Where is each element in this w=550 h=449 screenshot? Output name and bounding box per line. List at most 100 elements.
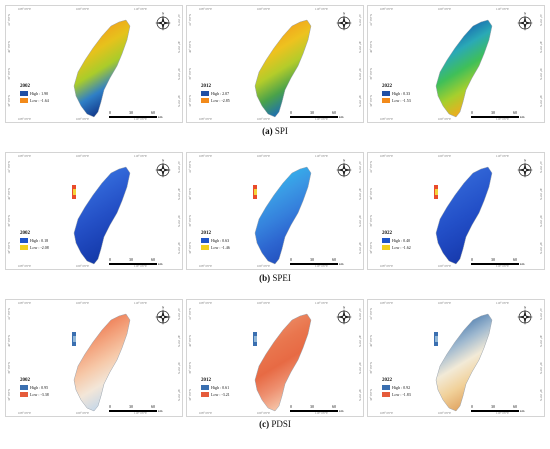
legend-low: Low : -1.83 (382, 392, 411, 397)
legend-swatch (382, 385, 390, 390)
lake-patch (434, 185, 438, 199)
coordinate-tick: 41° 0'0"N (539, 14, 543, 26)
coordinate-tick: 110° 0'0"E (315, 117, 328, 121)
coordinate-tick: 110° 0'0"E (134, 117, 147, 121)
legend-high: High : 0.33 (382, 91, 410, 96)
coordinate-tick: 39° 0'0"N (539, 68, 543, 80)
compass-label: N (162, 159, 165, 163)
compass-label: N (162, 12, 165, 16)
coordinate-tick: 38° 0'0"N (177, 389, 181, 401)
row-caption: (a) SPI (0, 126, 550, 136)
map-panel-pdsi-0: 108° 0'0"E 109° 0'0"E 110° 0'0"E 108° 0'0"E… (5, 299, 183, 417)
legend-high-value: High : 0.61 (211, 385, 230, 390)
coordinate-tick: 40° 0'0"N (358, 188, 362, 200)
caption-letter: (c) (259, 419, 270, 429)
legend-low: Low : -3.38 (20, 392, 49, 397)
index-raster-region (254, 19, 312, 118)
legend-swatch (20, 392, 28, 397)
legend-low-value: Low : -2.08 (30, 245, 49, 250)
legend-swatch (20, 385, 28, 390)
index-raster-region (254, 313, 312, 412)
legend-swatch (20, 98, 28, 103)
legend-high: High : 0.63 (201, 238, 229, 243)
coordinate-tick: 41° 0'0"N (358, 14, 362, 26)
coordinate-tick: 40° 0'0"N (358, 41, 362, 53)
legend-swatch (382, 245, 390, 250)
scale-bar: 0 30 60 km (290, 257, 344, 268)
map-svg (73, 19, 131, 118)
coordinate-tick: 109° 0'0"E (438, 411, 452, 415)
legend-high-value: High : 0.33 (392, 91, 411, 96)
row-caption: (c) PDSI (0, 419, 550, 429)
scale-bar-label: 30 (310, 257, 314, 262)
lake-patch (434, 332, 438, 346)
coordinate-tick: 110° 0'0"E (496, 264, 509, 268)
coordinate-tick: 109° 0'0"E (438, 7, 452, 11)
legend-high-value: High : 0.95 (30, 385, 49, 390)
coordinate-tick: 40° 0'0"N (539, 188, 543, 200)
scale-bar-label: 30 (129, 110, 133, 115)
coordinate-tick: 110° 0'0"E (134, 154, 147, 158)
coordinate-tick: 39° 0'0"N (177, 68, 181, 80)
scale-bar-unit: km (158, 115, 163, 119)
legend-swatch (20, 238, 28, 243)
scale-bar-label: 60 (332, 257, 336, 262)
scale-bar: 0 30 60 km (471, 257, 525, 268)
map-svg (72, 166, 131, 265)
legend-swatch (201, 392, 209, 397)
coordinate-tick: 109° 0'0"E (257, 7, 271, 11)
coordinate-tick: 108° 0'0"E (199, 411, 213, 415)
year-label: 2022 (382, 231, 392, 236)
coordinate-tick: 108° 0'0"E (380, 301, 394, 305)
legend-low-value: Low : -1.64 (30, 98, 49, 103)
coordinate-tick: 110° 0'0"E (496, 7, 509, 11)
map-panel-spei-0: 108° 0'0"E 109° 0'0"E 110° 0'0"E 108° 0'0"E… (5, 152, 183, 270)
legend-low-value: Low : -1.62 (392, 245, 411, 250)
scale-bar-unit: km (520, 115, 525, 119)
coordinate-tick: 41° 0'0"N (539, 308, 543, 320)
index-raster-region (435, 19, 493, 118)
scale-bar-line (290, 116, 338, 118)
coordinate-tick: 108° 0'0"E (199, 264, 213, 268)
coordinate-tick: 109° 0'0"E (76, 264, 90, 268)
coordinate-tick: 39° 0'0"N (358, 68, 362, 80)
legend-low-value: Low : -1.83 (392, 392, 411, 397)
map-svg (253, 313, 312, 412)
scale-bar-label: 30 (310, 404, 314, 409)
coordinate-tick: 41° 0'0"N (358, 161, 362, 173)
scale-bar-label: 60 (513, 404, 517, 409)
scale-bar: 0 30 60 km (290, 110, 344, 121)
coordinate-tick: 39° 0'0"N (539, 362, 543, 374)
year-label: 2012 (201, 378, 211, 383)
scale-bar-label: 60 (151, 110, 155, 115)
legend-high-value: High : 2.07 (211, 91, 230, 96)
lake-patch (253, 332, 257, 346)
legend-high: High : 0.95 (20, 385, 48, 390)
legend-swatch (201, 98, 209, 103)
scale-bar-line (471, 263, 519, 265)
coordinate-tick: 109° 0'0"E (438, 117, 452, 121)
map-panel-pdsi-2: 108° 0'0"E 109° 0'0"E 110° 0'0"E 108° 0'0"E… (367, 299, 545, 417)
coordinate-tick: 108° 0'0"E (18, 264, 32, 268)
coordinate-tick: 38° 0'0"N (358, 95, 362, 107)
coordinate-tick: 38° 0'0"N (177, 242, 181, 254)
index-raster-region (435, 313, 493, 412)
coordinate-tick: 108° 0'0"E (199, 117, 213, 121)
scale-bar-line (109, 410, 157, 412)
scale-bar-line (471, 116, 519, 118)
coordinate-tick: 109° 0'0"E (76, 154, 90, 158)
caption-index-name: SPEI (272, 273, 291, 283)
legend-high: High : 0.61 (201, 385, 229, 390)
legend-high: High : 0.92 (382, 385, 410, 390)
scale-bar-unit: km (158, 409, 163, 413)
compass-label: N (162, 306, 165, 310)
legend-high-value: High : 0.18 (30, 238, 49, 243)
scale-bar-label: 0 (471, 110, 473, 115)
scale-bar-label: 0 (109, 257, 111, 262)
row-caption: (b) SPEI (0, 273, 550, 283)
legend-low: Low : -1.62 (382, 245, 411, 250)
scale-bar-line (290, 263, 338, 265)
legend-swatch (382, 392, 390, 397)
compass-label: N (524, 306, 527, 310)
scale-bar-label: 30 (491, 110, 495, 115)
